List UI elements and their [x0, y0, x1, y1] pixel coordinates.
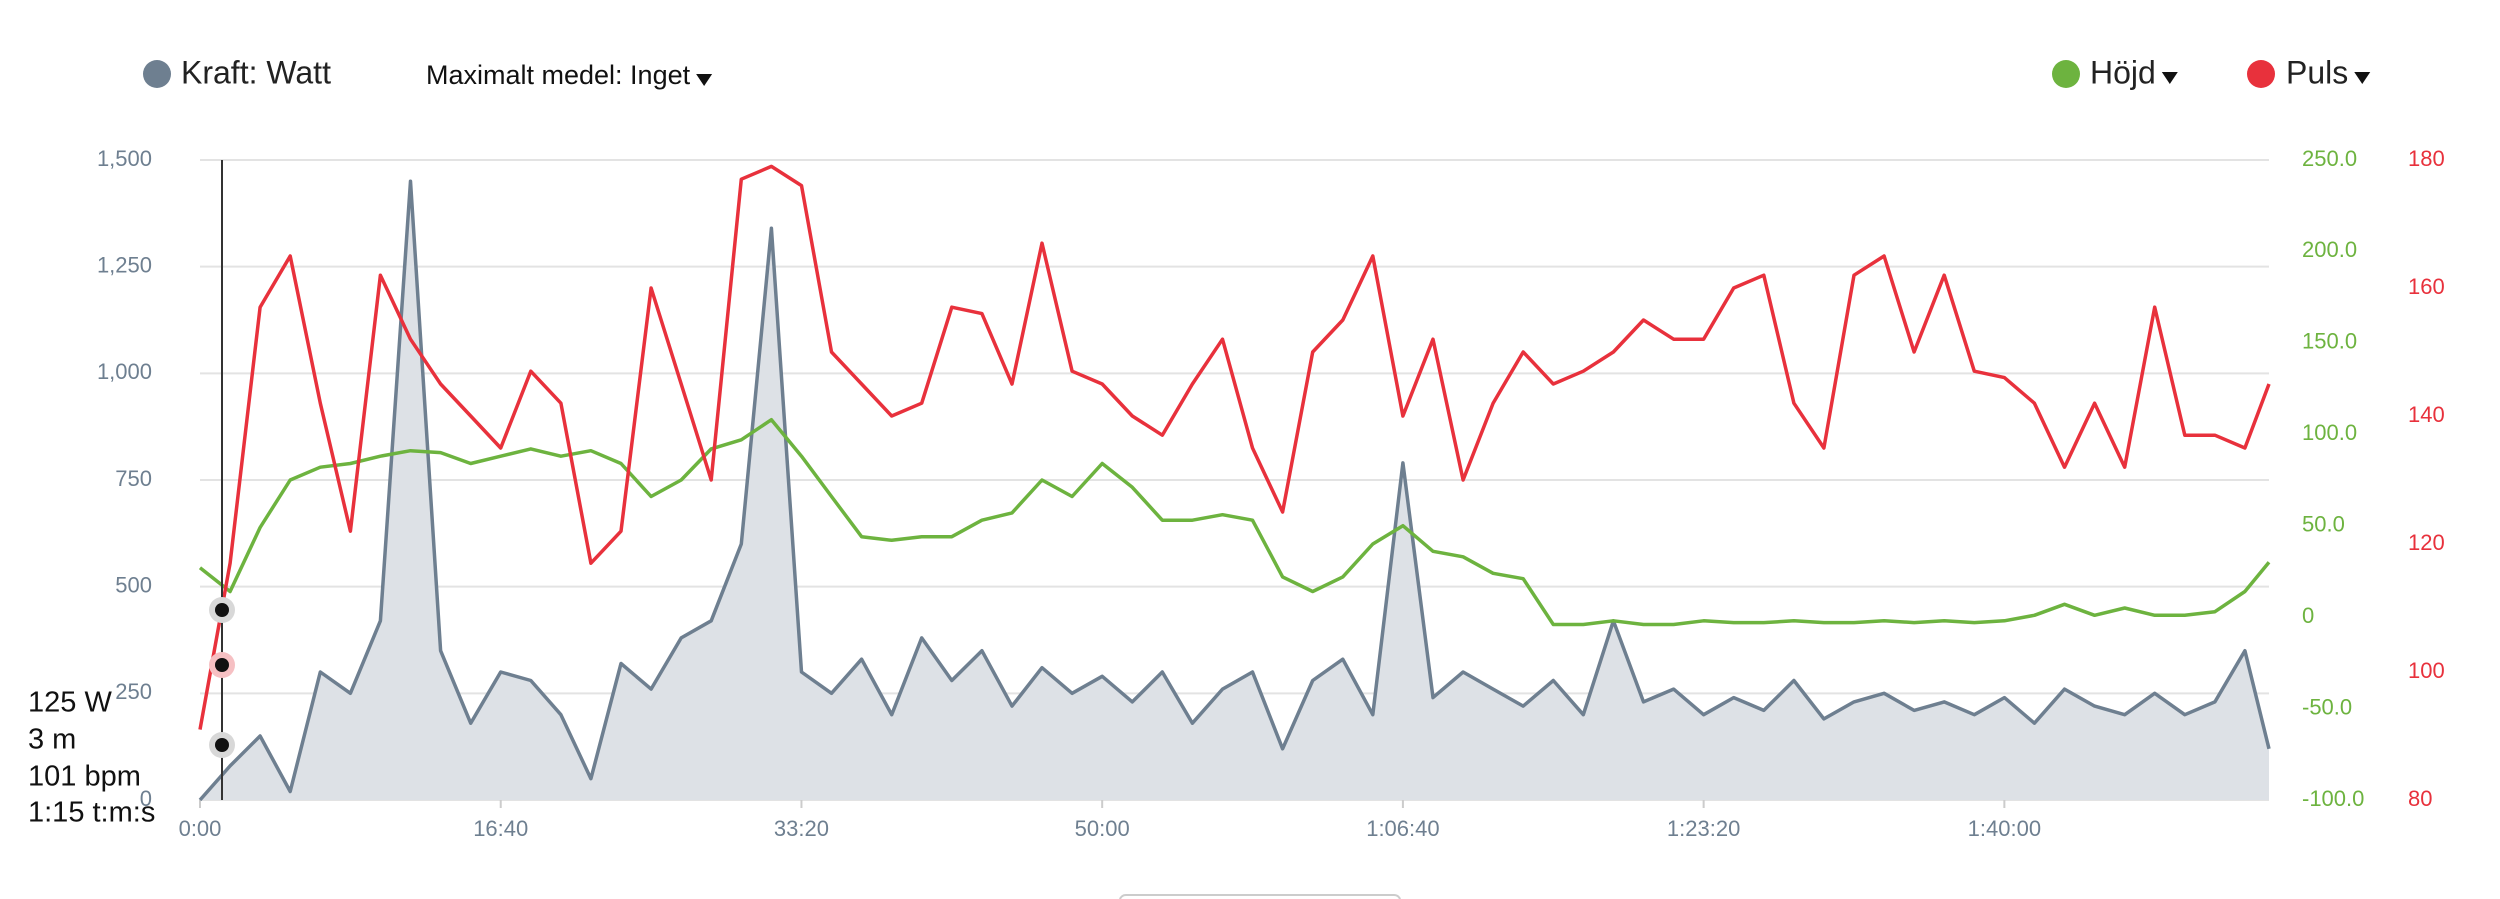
tooltip-line: 1:15 t:m:s: [28, 797, 155, 829]
x-tick-label: 1:06:40: [1366, 816, 1439, 841]
area: [200, 181, 2269, 801]
series-line: [198, 417, 2271, 627]
y-tick-label: 1,250: [97, 252, 152, 277]
y-tick-label: 0: [140, 786, 152, 811]
y3-tick-label: 120: [2408, 530, 2445, 555]
y3-tick-label: 100: [2408, 658, 2445, 683]
legend-marker[interactable]: [2247, 60, 2275, 88]
grid: [199, 159, 2269, 808]
y2-tick-label: -50.0: [2302, 694, 2352, 719]
y-tick-label: 1,500: [97, 146, 152, 171]
legend-marker[interactable]: [143, 60, 171, 88]
plot-area: [198, 164, 2271, 802]
dropdown-arrow[interactable]: [2161, 72, 2178, 84]
y2-tick-label: 0: [2302, 603, 2314, 628]
y2-tick-label: 50.0: [2302, 512, 2345, 537]
y2-tick-label: 100.0: [2302, 420, 2357, 445]
legend-label[interactable]: Puls: [2286, 54, 2348, 90]
series-line: [198, 164, 2271, 730]
x-tick-label: 1:23:20: [1667, 816, 1740, 841]
series-line: [198, 179, 2271, 802]
x-tick-label: 33:20: [774, 816, 829, 841]
y-tick-label: 750: [115, 466, 152, 491]
y2-tick-label: -100.0: [2302, 786, 2364, 811]
legend-label[interactable]: Kraft: Watt: [181, 54, 331, 90]
y3-tick-label: 180: [2408, 146, 2445, 171]
y3-tick-label: 80: [2408, 786, 2432, 811]
legend-label[interactable]: Höjd: [2090, 54, 2156, 90]
y2-tick-label: 150.0: [2302, 329, 2357, 354]
cursor-dot: [215, 738, 229, 752]
average-selector[interactable]: Maximalt medel: Inget: [426, 60, 691, 90]
tooltip-line: 125 W: [28, 687, 112, 719]
y-tick-label: 500: [115, 572, 152, 597]
x-tick-label: 16:40: [473, 816, 528, 841]
y2-tick-label: 250.0: [2302, 146, 2357, 171]
y3-tick-label: 160: [2408, 274, 2445, 299]
x-tick-label: 1:40:00: [1968, 816, 2041, 841]
x-tick-label: 50:00: [1075, 816, 1130, 841]
y-tick-label: 1,000: [97, 359, 152, 384]
cursor-dot: [215, 658, 229, 672]
cursor-dot: [215, 603, 229, 617]
y2-tick-label: 200.0: [2302, 237, 2357, 262]
dropdown-arrow[interactable]: [2354, 72, 2371, 84]
tooltip-line: 101 bpm: [28, 761, 141, 793]
legend-marker[interactable]: [2052, 60, 2080, 88]
dropdown-arrow[interactable]: [696, 74, 713, 86]
button-edge[interactable]: [1119, 894, 1401, 899]
x-tick-label: 0:00: [179, 816, 222, 841]
y-tick-label: 250: [115, 679, 152, 704]
tooltip: 125 W 3 m 101 bpm 1:15 t:m:s: [28, 687, 155, 829]
tooltip-line: 3 m: [28, 724, 76, 756]
y3-tick-label: 140: [2408, 402, 2445, 427]
